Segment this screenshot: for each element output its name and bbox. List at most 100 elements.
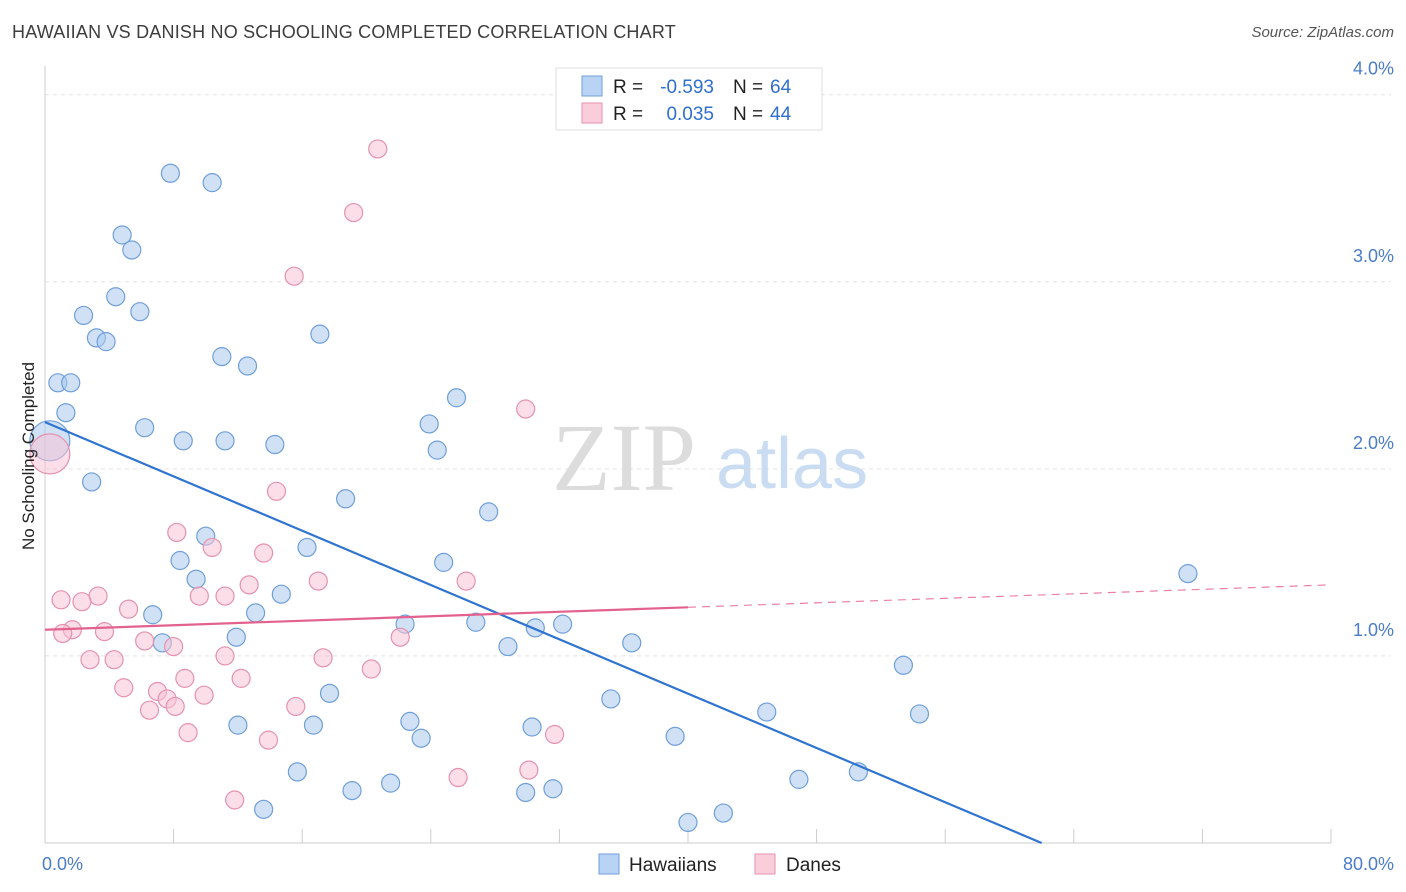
point-hawaiians-4 bbox=[56, 403, 76, 423]
stats-r-label-hawaiians: R = bbox=[613, 77, 643, 98]
point-danes-43 bbox=[519, 760, 539, 780]
series-danes bbox=[29, 139, 565, 810]
point-hawaiians-25 bbox=[427, 440, 447, 460]
point-hawaiians-62 bbox=[254, 799, 274, 819]
point-hawaiians-12 bbox=[160, 163, 180, 183]
point-danes-40 bbox=[258, 730, 279, 750]
point-danes-5 bbox=[516, 399, 536, 419]
watermark-zip: ZIP bbox=[552, 404, 696, 511]
stats-n-value-danes: 44 bbox=[770, 104, 792, 125]
point-danes-12 bbox=[239, 575, 259, 595]
point-hawaiians-50 bbox=[665, 726, 685, 746]
point-danes-31 bbox=[139, 700, 160, 720]
trend-line-hawaiians bbox=[44, 421, 1043, 845]
point-danes-6 bbox=[266, 481, 287, 501]
point-danes-9 bbox=[167, 522, 187, 543]
point-danes-13 bbox=[189, 586, 209, 606]
y-axis-label: No Schooling Completed bbox=[19, 362, 38, 550]
point-danes-2 bbox=[368, 139, 388, 159]
point-danes-11 bbox=[456, 571, 476, 591]
point-hawaiians-43 bbox=[228, 715, 248, 735]
point-danes-38 bbox=[286, 696, 306, 717]
point-hawaiians-29 bbox=[186, 569, 206, 589]
trend-lines bbox=[44, 421, 1332, 845]
point-danes-44 bbox=[225, 790, 245, 810]
point-hawaiians-48 bbox=[522, 717, 542, 737]
point-hawaiians-30 bbox=[297, 537, 317, 558]
watermark-atlas: atlas bbox=[716, 424, 868, 504]
point-hawaiians-39 bbox=[525, 618, 545, 638]
point-hawaiians-16 bbox=[310, 324, 330, 344]
point-danes-1 bbox=[29, 433, 71, 475]
point-hawaiians-35 bbox=[226, 627, 246, 647]
point-danes-3 bbox=[344, 202, 364, 223]
point-danes-22 bbox=[135, 631, 155, 651]
point-hawaiians-59 bbox=[543, 779, 563, 799]
point-hawaiians-63 bbox=[713, 803, 733, 823]
point-hawaiians-15 bbox=[237, 356, 258, 376]
point-hawaiians-52 bbox=[893, 655, 914, 675]
legend-swatch-danes bbox=[754, 853, 776, 875]
point-hawaiians-32 bbox=[245, 603, 266, 623]
point-hawaiians-49 bbox=[601, 689, 621, 709]
y-tick-label-1: 1.0% bbox=[1353, 620, 1394, 640]
axes: 1.0% 2.0% 3.0% 4.0% 0.0% 80.0% bbox=[42, 59, 1394, 874]
point-hawaiians-26 bbox=[479, 502, 499, 522]
point-danes-29 bbox=[361, 659, 381, 679]
point-danes-28 bbox=[313, 648, 333, 668]
point-hawaiians-40 bbox=[553, 614, 573, 634]
y-tick-label-2: 2.0% bbox=[1353, 433, 1394, 453]
chart-title: HAWAIIAN VS DANISH NO SCHOOLING COMPLETE… bbox=[12, 22, 676, 42]
point-hawaiians-41 bbox=[622, 633, 642, 653]
point-hawaiians-24 bbox=[446, 388, 467, 408]
point-hawaiians-9 bbox=[112, 225, 132, 245]
trend-line-danes bbox=[44, 606, 689, 631]
point-hawaiians-51 bbox=[757, 702, 777, 722]
point-danes-16 bbox=[88, 586, 108, 606]
stats-r-value-hawaiians: -0.593 bbox=[660, 77, 714, 98]
stats-r-value-danes: 0.035 bbox=[666, 104, 714, 125]
point-hawaiians-33 bbox=[143, 605, 163, 625]
legend-swatch-hawaiians bbox=[598, 853, 620, 875]
point-danes-26 bbox=[164, 636, 184, 657]
point-danes-39 bbox=[178, 723, 198, 743]
point-hawaiians-8 bbox=[106, 287, 126, 307]
point-danes-15 bbox=[51, 590, 71, 610]
stats-legend: R = -0.593 N = 64 R = 0.035 N = 44 bbox=[555, 67, 823, 131]
point-hawaiians-23 bbox=[419, 414, 439, 434]
bottom-legend: Hawaiians Danes bbox=[598, 853, 841, 876]
legend-label-danes: Danes bbox=[786, 855, 841, 876]
point-hawaiians-31 bbox=[271, 584, 291, 604]
point-hawaiians-22 bbox=[336, 489, 356, 509]
y-tick-label-3: 3.0% bbox=[1353, 246, 1394, 266]
stats-n-label-hawaiians: N = bbox=[733, 77, 763, 98]
point-danes-10 bbox=[308, 571, 328, 591]
point-danes-14 bbox=[215, 586, 235, 606]
point-hawaiians-53 bbox=[909, 704, 930, 724]
point-danes-7 bbox=[202, 537, 222, 558]
point-hawaiians-37 bbox=[466, 612, 486, 632]
point-danes-8 bbox=[254, 543, 274, 563]
point-hawaiians-17 bbox=[82, 472, 102, 492]
point-hawaiians-42 bbox=[434, 552, 454, 572]
point-hawaiians-28 bbox=[170, 550, 190, 571]
watermark: ZIP atlas bbox=[552, 404, 868, 511]
point-danes-4 bbox=[284, 266, 304, 286]
point-danes-37 bbox=[231, 668, 251, 688]
point-hawaiians-56 bbox=[342, 781, 362, 801]
point-hawaiians-54 bbox=[1178, 564, 1198, 584]
point-danes-36 bbox=[194, 685, 214, 705]
stats-swatch-hawaiians bbox=[581, 75, 603, 97]
stats-n-label-danes: N = bbox=[733, 104, 763, 125]
point-danes-21 bbox=[53, 623, 73, 644]
point-hawaiians-44 bbox=[303, 715, 324, 735]
point-hawaiians-20 bbox=[215, 431, 235, 451]
point-hawaiians-19 bbox=[173, 431, 193, 451]
point-hawaiians-7 bbox=[96, 332, 116, 352]
point-hawaiians-14 bbox=[212, 347, 232, 367]
point-hawaiians-46 bbox=[400, 711, 420, 732]
point-hawaiians-11 bbox=[130, 302, 150, 322]
point-hawaiians-60 bbox=[789, 769, 809, 789]
y-tick-label-4: 4.0% bbox=[1353, 59, 1394, 79]
